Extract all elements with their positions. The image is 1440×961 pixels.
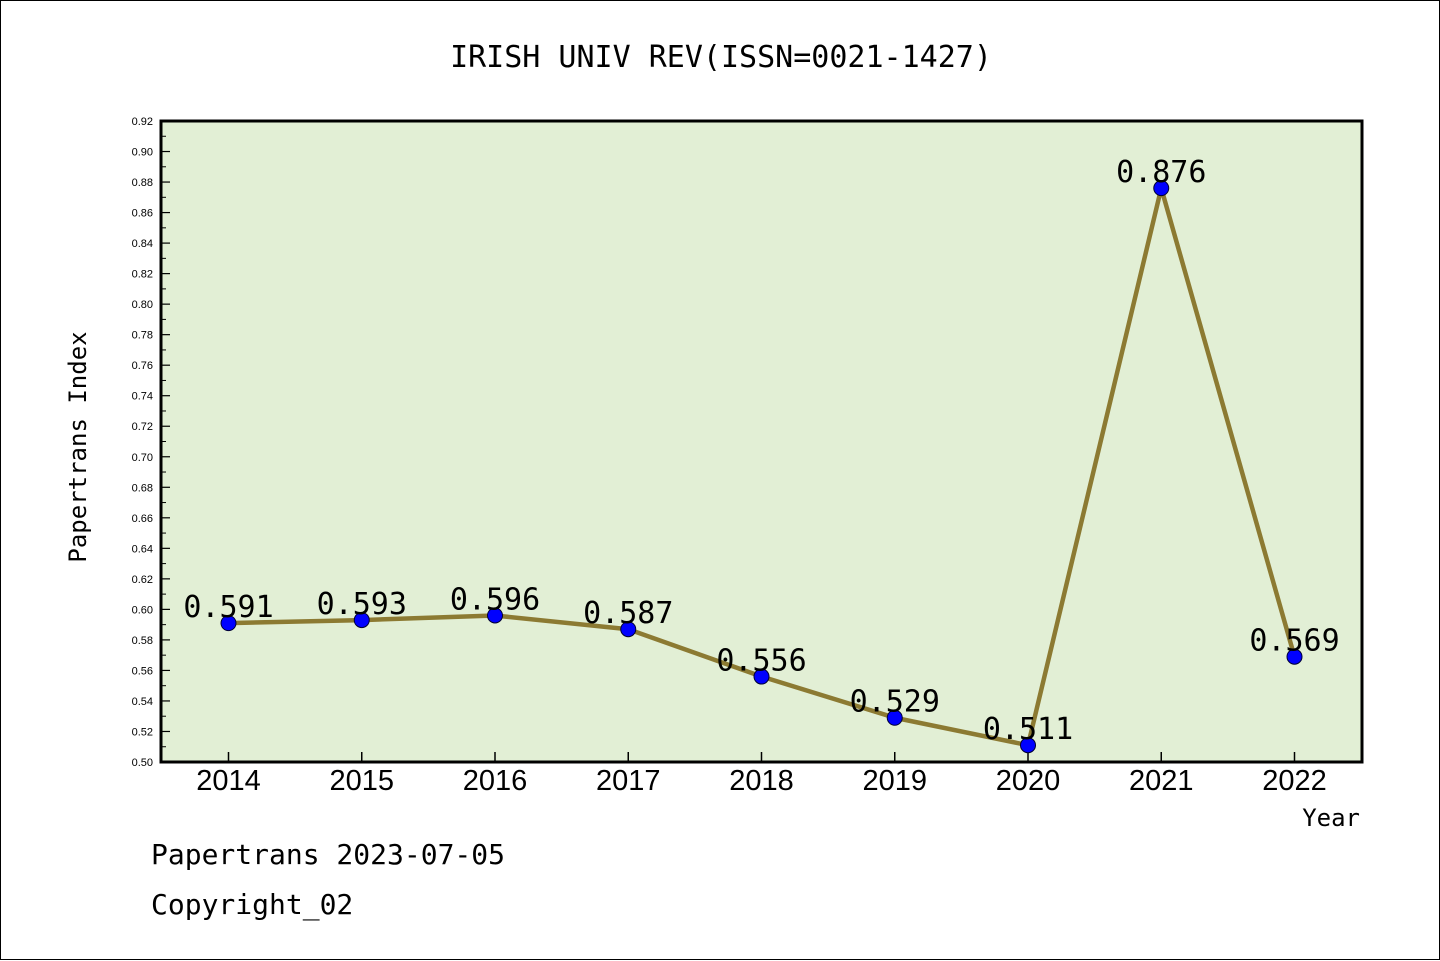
data-label: 0.511	[983, 712, 1073, 747]
data-label: 0.876	[1116, 155, 1206, 190]
y-tick-label: 0.78	[132, 330, 153, 342]
plot-area	[159, 119, 1364, 764]
y-tick-label: 0.56	[132, 665, 153, 677]
y-tick-label: 0.52	[132, 726, 153, 738]
y-tick-label: 0.82	[132, 269, 153, 281]
x-axis: 2014 2015 2016 2017 2018 2019 2020 2021 2022	[196, 752, 1327, 797]
y-tick-label: 0.54	[132, 696, 153, 708]
data-points	[220, 180, 1303, 754]
y-tick-label: 0.74	[132, 391, 153, 403]
data-label: 0.593	[317, 587, 407, 622]
data-point	[753, 668, 770, 685]
data-point	[1020, 737, 1036, 754]
y-tick-label: 0.80	[132, 299, 153, 311]
y-tick-label: 0.72	[132, 421, 153, 433]
y-tick-label: 0.88	[132, 177, 153, 189]
y-tick-label: 0.90	[132, 147, 153, 159]
data-point	[220, 615, 237, 632]
y-tick-label: 0.58	[132, 635, 153, 647]
y-tick-label: 0.84	[132, 238, 153, 250]
y-tick-label: 0.86	[132, 208, 153, 220]
x-tick-label: 2016	[463, 765, 528, 797]
x-tick-label: 2022	[1262, 765, 1327, 797]
y-tick-label: 0.60	[132, 604, 153, 616]
x-tick-label: 2014	[196, 765, 261, 797]
x-tick-label: 2020	[996, 765, 1061, 797]
y-tick-label: 0.64	[132, 543, 153, 555]
y-tick-label: 0.92	[132, 116, 153, 128]
data-label: 0.556	[716, 644, 806, 679]
data-point	[620, 621, 637, 638]
x-tick-label: 2015	[329, 765, 394, 797]
x-tick-label: 2021	[1129, 765, 1194, 797]
data-label: 0.529	[850, 685, 940, 720]
y-tick-label: 0.50	[132, 757, 153, 769]
data-point	[886, 709, 903, 726]
y-tick-label: 0.62	[132, 574, 153, 586]
data-point	[487, 607, 503, 624]
x-tick-label: 2019	[862, 765, 927, 797]
data-label: 0.587	[583, 596, 673, 631]
data-label: 0.591	[183, 590, 273, 625]
footer-copyright-text: Copyright_02	[151, 888, 353, 922]
y-tick-label: 0.68	[132, 482, 153, 494]
y-tick-label: 0.76	[132, 360, 153, 372]
y-tick-label: 0.70	[132, 452, 153, 464]
data-labels: 0.591 0.593 0.596 0.587 0.556 0.529 0.511 0.876…	[183, 155, 1339, 747]
y-axis: 0.50 0.52 0.54 0.56 0.58 0.60 0.62 0.64 0.66 0.68…	[132, 116, 170, 769]
data-label: 0.596	[450, 582, 540, 617]
chart-title: IRISH UNIV REV(ISSN=0021-1427)	[450, 40, 992, 75]
data-point	[1153, 180, 1170, 197]
data-point	[353, 612, 370, 629]
x-tick-label: 2017	[596, 765, 661, 797]
y-tick-label: 0.66	[132, 513, 153, 525]
x-axis-label: Year	[1302, 804, 1360, 832]
data-point	[1286, 648, 1303, 665]
footer-date-text: Papertrans 2023-07-05	[151, 838, 505, 871]
y-axis-label: Papertrans Index	[64, 331, 92, 562]
x-tick-label: 2018	[729, 765, 794, 797]
data-label: 0.569	[1249, 624, 1339, 659]
